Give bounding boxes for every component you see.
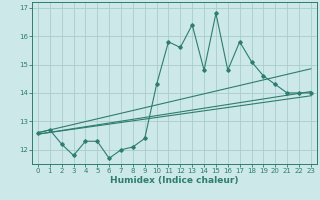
- X-axis label: Humidex (Indice chaleur): Humidex (Indice chaleur): [110, 176, 239, 185]
